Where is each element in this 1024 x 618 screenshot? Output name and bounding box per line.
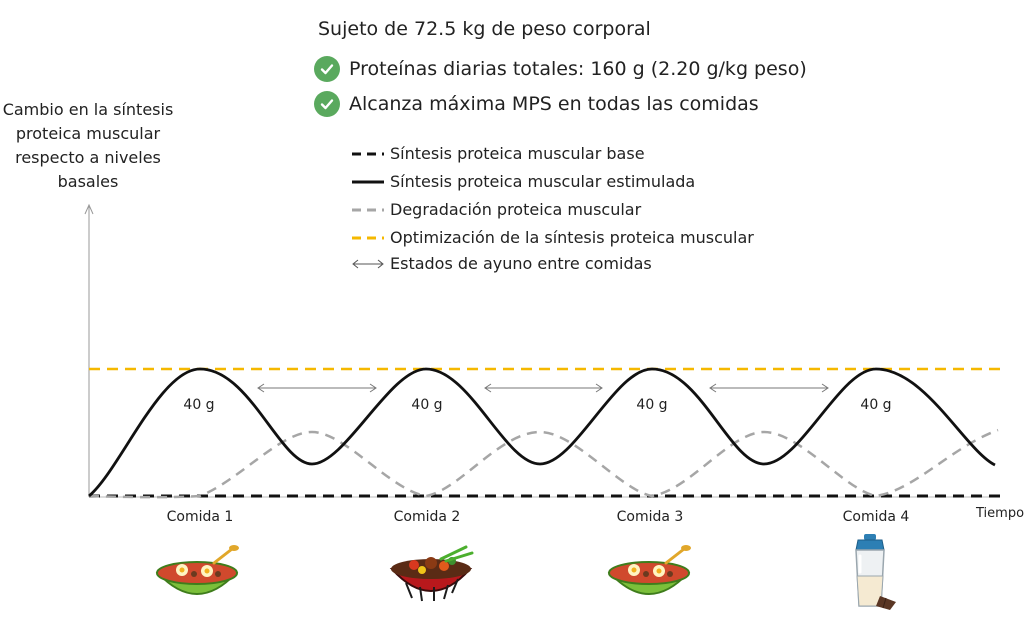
legend-dashed-gray-swatch (352, 208, 384, 211)
check-text: Alcanza máxima MPS en todas las comidas (349, 93, 759, 115)
check-text: Proteínas diarias totales: 160 g (2.20 g… (349, 58, 807, 80)
legend-item-fasting: Estados de ayuno entre comidas (352, 254, 652, 273)
legend-label: Síntesis proteica muscular estimulada (390, 172, 696, 191)
legend-dashed-black-swatch (352, 152, 384, 155)
fasting-arrow-1 (257, 383, 377, 393)
meal-label-2: Comida 2 (393, 509, 461, 525)
check-item-protein-total: Proteínas diarias totales: 160 g (2.20 g… (314, 56, 807, 82)
protein-label-meal-3: 40 g (636, 397, 668, 413)
legend-dashed-yellow-swatch (352, 236, 384, 239)
legend-label: Optimización de la síntesis proteica mus… (390, 228, 754, 247)
meat-bowl-icon (389, 545, 474, 602)
legend-label: Síntesis proteica muscular base (390, 144, 645, 163)
legend-item-stimulated-mps: Síntesis proteica muscular estimulada (352, 172, 695, 191)
protein-label-meal-4: 40 g (860, 397, 892, 413)
legend-item-degradation: Degradación proteica muscular (352, 200, 641, 219)
meal-label-4: Comida 4 (842, 509, 910, 525)
fasting-arrow-3 (709, 383, 829, 393)
legend-label: Degradación proteica muscular (390, 200, 642, 219)
check-item-max-mps: Alcanza máxima MPS en todas las comidas (314, 91, 759, 117)
stimulated-mps-curve (88, 367, 996, 498)
salad-bowl-icon (155, 545, 239, 595)
protein-shake-icon (855, 534, 896, 610)
degradation-curve (88, 428, 999, 499)
check-circle-icon (314, 56, 340, 82)
legend-label: Estados de ayuno entre comidas (390, 254, 652, 273)
salad-bowl-icon (607, 545, 691, 595)
meal-label-3: Comida 3 (616, 509, 684, 525)
legend-solid-black-swatch (352, 180, 384, 183)
protein-label-meal-1: 40 g (183, 397, 215, 413)
meal-label-1: Comida 1 (166, 509, 234, 525)
legend-item-base-mps: Síntesis proteica muscular base (352, 144, 645, 163)
legend-item-optimization: Optimización de la síntesis proteica mus… (352, 228, 754, 247)
x-axis-label: Tiempo (976, 506, 1024, 521)
fasting-arrow-2 (484, 383, 603, 393)
protein-label-meal-2: 40 g (411, 397, 443, 413)
y-axis-arrowhead (84, 203, 94, 215)
y-axis-label: Cambio en la síntesis proteica muscular … (2, 100, 174, 191)
check-circle-icon (314, 91, 340, 117)
page-title: Sujeto de 72.5 kg de peso corporal (318, 18, 651, 40)
double-arrow-icon (352, 259, 384, 268)
